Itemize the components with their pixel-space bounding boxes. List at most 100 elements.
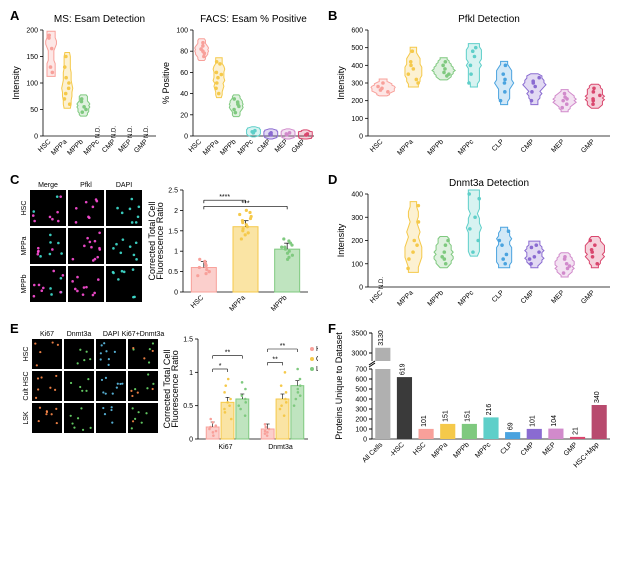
svg-text:Dnmt3a: Dnmt3a [67,331,92,338]
svg-text:MS: Esam Detection: MS: Esam Detection [54,14,145,25]
svg-text:40: 40 [180,91,188,98]
svg-text:200: 200 [355,417,367,424]
svg-text:**: ** [272,356,278,363]
svg-text:Cult HSC: Cult HSC [23,371,30,400]
svg-text:HSC: HSC [369,289,384,304]
panel-d-svg: DDnmt3a Detection0100200300400IntensityN… [326,172,616,317]
svg-text:69: 69 [508,422,515,430]
svg-text:FACS: Esam % Positive: FACS: Esam % Positive [200,14,307,25]
svg-text:0.5: 0.5 [183,403,193,410]
svg-text:60: 60 [180,70,188,77]
svg-text:D: D [328,172,337,187]
svg-text:N.D.: N.D. [112,126,118,138]
svg-text:****: **** [219,194,230,201]
svg-text:400: 400 [351,63,363,70]
svg-text:100: 100 [355,427,367,434]
svg-text:Fluorescence Ratio: Fluorescence Ratio [170,350,180,428]
svg-text:500: 500 [351,45,363,52]
svg-text:MPPa: MPPa [21,236,28,255]
svg-text:LSK: LSK [23,411,30,425]
panel-c-svg: CMergePfklDAPIHSCMPPaMPPb00.511.522.5Cor… [8,172,318,317]
svg-text:3500: 3500 [351,331,367,338]
svg-text:MPPa: MPPa [396,138,415,157]
svg-text:MPPa: MPPa [228,294,247,313]
svg-text:DAPI: DAPI [103,331,119,338]
svg-text:104: 104 [551,415,558,427]
svg-text:Dnmt3a: Dnmt3a [268,444,293,451]
svg-text:600: 600 [355,377,367,384]
svg-text:**: ** [280,343,286,350]
svg-text:% Positive: % Positive [161,62,171,104]
svg-text:CMP: CMP [256,138,272,154]
svg-text:0: 0 [189,437,193,444]
svg-text:N.D.: N.D. [379,277,385,289]
svg-text:HSC: HSC [369,138,384,153]
svg-text:MPPc: MPPc [457,289,476,308]
svg-text:0: 0 [174,290,178,297]
svg-text:MPPb: MPPb [21,274,28,293]
panel-e-svg: EKi67Dnmt3aDAPIKi67+Dnmt3aHSCCult HSCLSK… [8,321,318,471]
svg-text:300: 300 [351,81,363,88]
svg-text:MPPb: MPPb [219,138,238,157]
svg-text:Merge: Merge [38,182,58,189]
svg-text:GMP: GMP [291,138,307,154]
svg-text:A: A [10,8,20,23]
svg-text:Ki67: Ki67 [40,331,54,338]
svg-text:MPPa: MPPa [202,138,221,157]
svg-text:Proteins Unique to Dataset: Proteins Unique to Dataset [334,332,344,440]
svg-text:Fluorescence Ratio: Fluorescence Ratio [155,202,165,280]
panel-b: BPfkl Detection0100200300400500600Intens… [326,8,616,168]
svg-text:CMP: CMP [520,441,536,457]
svg-text:C: C [10,172,20,187]
svg-text:CMP: CMP [520,138,536,154]
svg-text:GMP: GMP [580,138,596,154]
panel-c: CMergePfklDAPIHSCMPPaMPPb00.511.522.5Cor… [8,172,318,317]
svg-text:MPPc: MPPc [474,441,493,460]
svg-text:MEP: MEP [542,441,558,457]
svg-text:216: 216 [486,404,493,416]
svg-text:CLP: CLP [499,441,514,456]
svg-text:2: 2 [174,208,178,215]
svg-text:0: 0 [34,134,38,141]
svg-text:**: ** [225,350,231,357]
svg-text:MPPb: MPPb [66,138,85,157]
svg-text:-HSC: -HSC [389,441,406,458]
svg-text:619: 619 [399,363,406,375]
svg-text:300: 300 [355,407,367,414]
svg-text:3000: 3000 [351,351,367,358]
svg-text:3130: 3130 [378,330,385,346]
svg-text:1.5: 1.5 [168,228,178,235]
svg-text:21: 21 [573,427,580,435]
svg-text:Ki67: Ki67 [218,444,232,451]
svg-text:MPPb: MPPb [427,289,446,308]
svg-text:MPPc: MPPc [83,138,102,157]
svg-text:300: 300 [351,215,363,222]
svg-text:B: B [328,8,337,23]
svg-text:MPPb: MPPb [427,138,446,157]
svg-text:Intensity: Intensity [336,66,346,100]
svg-text:*: * [219,363,222,370]
svg-text:***: *** [241,200,249,207]
svg-text:MPPb: MPPb [270,294,289,313]
svg-text:MEP: MEP [118,138,134,154]
svg-text:HSC: HSC [190,294,205,309]
svg-text:100: 100 [351,116,363,123]
svg-text:MPPa: MPPa [50,138,69,157]
svg-text:50: 50 [30,107,38,114]
svg-text:200: 200 [351,98,363,105]
svg-text:0: 0 [359,134,363,141]
panel-a-svg: AMS: Esam Detection050100150200Intensity… [8,8,318,168]
svg-text:100: 100 [351,261,363,268]
svg-text:GMP: GMP [580,289,596,305]
svg-text:Cult HSC: Cult HSC [316,356,318,363]
panel-f: F010020030040050060070030003500Proteins … [326,321,616,471]
svg-text:GMP: GMP [133,138,149,154]
svg-text:Ki67+Dnmt3a: Ki67+Dnmt3a [122,331,165,338]
panel-e: EKi67Dnmt3aDAPIKi67+Dnmt3aHSCCult HSCLSK… [8,321,318,471]
svg-text:0.5: 0.5 [168,269,178,276]
svg-text:MPPa: MPPa [396,289,415,308]
svg-text:0: 0 [184,134,188,141]
svg-text:CMP: CMP [520,289,536,305]
svg-text:MEP: MEP [274,138,290,154]
svg-text:HSC: HSC [316,346,318,353]
